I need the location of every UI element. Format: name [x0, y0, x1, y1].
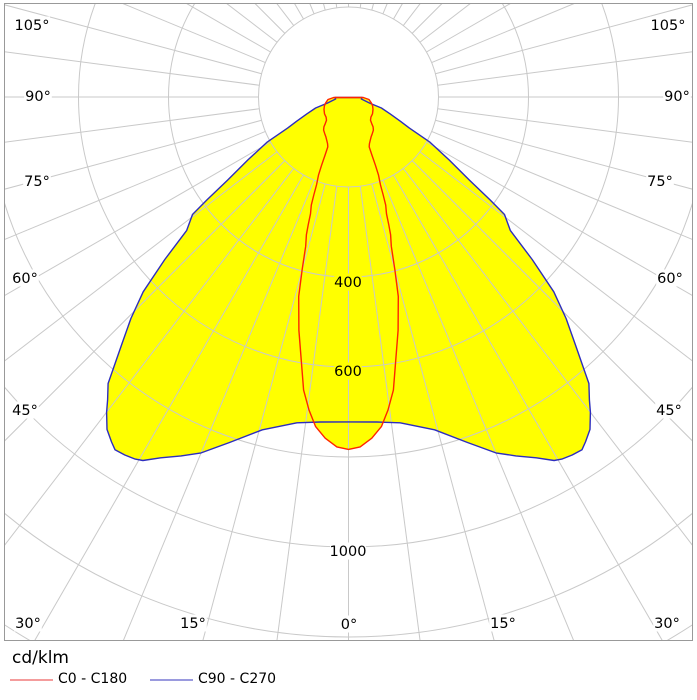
grid-ray — [4, 119, 262, 190]
legend-label-c90-c270: C90 - C270 — [198, 671, 277, 687]
value-label: 1000 — [330, 544, 367, 560]
legend-swatch-c90-c270 — [150, 679, 193, 681]
value-label-bg — [330, 542, 366, 560]
grid-ray — [431, 130, 693, 241]
angle-label-bg — [646, 172, 674, 190]
grid-ray — [4, 130, 266, 241]
angle-label-bg — [11, 401, 39, 419]
angle-label: 60° — [657, 271, 683, 287]
angle-label: 105° — [651, 18, 686, 34]
angle-label: 45° — [656, 403, 682, 419]
grid-ray — [202, 183, 326, 641]
angle-label-bg — [653, 614, 681, 632]
angle-label-bg — [14, 614, 42, 632]
grid-ray — [4, 160, 286, 442]
angle-label: 15° — [490, 616, 516, 632]
grid-ray — [359, 186, 421, 641]
angle-label: 45° — [12, 403, 38, 419]
grid-ray — [382, 179, 575, 641]
grid-ray — [435, 119, 693, 190]
value-label-bg — [334, 362, 362, 380]
grid-ray — [4, 151, 278, 362]
legend-label-c0-c180: C0 - C180 — [58, 671, 128, 687]
angle-label-bg — [23, 172, 51, 190]
grid-ray — [4, 4, 262, 75]
grid-ray — [276, 186, 338, 641]
plot-area: 105° 90° 75° 60° 45° 30° 15° 0° 15° 30° 45° 60° 75° 9… — [4, 3, 693, 641]
angle-label: 75° — [24, 174, 50, 190]
polar-chart: 105° 90° 75° 60° 45° 30° 15° 0° 15° 30° 45° 60° 75° 9… — [4, 3, 693, 641]
angle-label: 30° — [654, 616, 680, 632]
legend-swatch-c0-c180 — [10, 679, 53, 681]
grid-ray — [4, 141, 271, 297]
angle-label-bg — [655, 401, 683, 419]
series-curve-c0-c180 — [298, 96, 399, 451]
grid-ray — [4, 51, 260, 86]
grid-ray — [121, 3, 266, 64]
grid-ray — [122, 179, 315, 641]
grid-ray — [431, 3, 576, 64]
grid-ray — [34, 174, 304, 641]
series-curve-c90-c270 — [105, 96, 592, 462]
grid-ray — [435, 4, 693, 75]
angle-label: 90° — [664, 89, 690, 105]
value-label: 400 — [334, 275, 362, 291]
grid-ray — [371, 183, 495, 641]
angle-label: 30° — [15, 616, 41, 632]
grid-ray — [402, 168, 693, 547]
angle-label: 60° — [12, 271, 38, 287]
angle-label-bg — [650, 16, 686, 34]
grid-ray — [419, 151, 693, 362]
angle-label-bg — [489, 614, 517, 632]
angle-label: 105° — [15, 18, 50, 34]
angle-label: 90° — [25, 89, 51, 105]
grid-ray — [393, 174, 663, 641]
grid-ray — [426, 141, 693, 297]
grid-ray — [437, 108, 693, 143]
grid-ray — [437, 51, 693, 86]
legend-units-label: cd/klm — [12, 648, 69, 668]
plot-frame — [4, 3, 693, 641]
angle-label-bg — [24, 87, 52, 105]
angle-label: 0° — [341, 617, 357, 633]
grid-ray — [411, 160, 693, 442]
angle-label: 15° — [180, 616, 206, 632]
grid-ray — [4, 108, 260, 143]
angle-label-bg — [663, 87, 691, 105]
angle-label-bg — [14, 16, 50, 34]
angle-label-bg — [179, 614, 207, 632]
angle-label-bg — [11, 269, 39, 287]
angle-label: 75° — [647, 174, 673, 190]
angle-label-bg — [656, 269, 684, 287]
angle-label-bg — [339, 615, 359, 633]
value-label: 600 — [334, 364, 362, 380]
grid-ray — [4, 168, 295, 547]
value-label-bg — [334, 273, 362, 291]
